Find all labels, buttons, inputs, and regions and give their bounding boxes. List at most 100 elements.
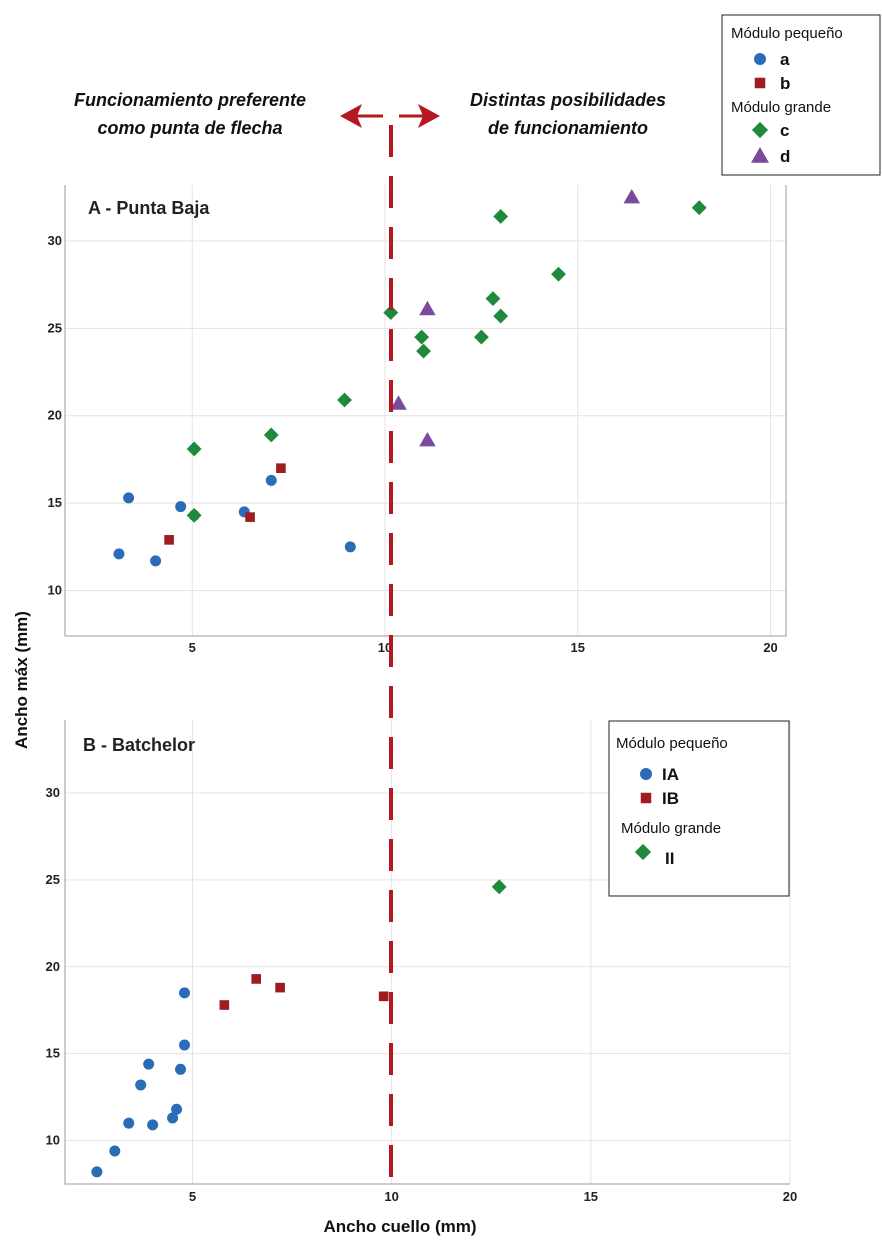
legend-a-group1: Módulo pequeño <box>731 25 843 42</box>
panel-a-point-c <box>473 329 489 345</box>
panel-b-point-ia <box>167 1112 179 1124</box>
annotation-left-line1: Funcionamiento preferente <box>74 90 306 110</box>
panel-a-point-c <box>337 392 352 408</box>
panel-a-point-c <box>186 441 202 457</box>
panel-b-point-ib <box>219 1000 230 1010</box>
legend-b-item-ii <box>634 843 652 861</box>
panel-b-point-ib <box>275 982 285 993</box>
y-axis-title: Ancho máx (mm) <box>12 611 31 749</box>
legend-a-item-b <box>754 77 766 89</box>
panel-b-point-ia <box>175 1063 187 1075</box>
panel-a-point-a <box>113 548 125 560</box>
panel-a-point-c <box>414 329 430 345</box>
panel-a-point-c <box>691 200 707 216</box>
legend-b-label-ib: IB <box>662 789 679 808</box>
panel-b-frame <box>64 720 790 1185</box>
legend-b-group2: Módulo grande <box>621 820 721 837</box>
panel-b-point-ia <box>109 1145 121 1157</box>
legend-a-item-d <box>751 147 769 163</box>
panel-a-x-tick-label: 15 <box>571 640 585 655</box>
panel-b-point-ia <box>179 1039 191 1051</box>
panel-b-title: B - Batchelor <box>83 735 195 755</box>
panel-a-point-a <box>175 501 187 513</box>
panel-a-title: A - Punta Baja <box>88 198 210 218</box>
panel-b-point-ia <box>91 1166 103 1178</box>
legend-b-label-ia: IA <box>662 765 679 784</box>
panel-a-point-a <box>344 541 356 553</box>
panel-b-point-ia <box>135 1079 147 1091</box>
legend-b-item-ia <box>640 768 652 780</box>
panel-a-x-tick-label: 10 <box>378 640 392 655</box>
legend-b-marker-ia <box>640 768 652 780</box>
panel-a-point-c <box>186 507 202 523</box>
panel-a-point-b <box>245 512 255 522</box>
legend-b-item-ib <box>640 792 652 804</box>
legend-a-label-d: d <box>780 147 790 166</box>
annotation-right-line1: Distintas posibilidades <box>470 90 666 110</box>
right-arrow <box>399 104 440 128</box>
panel-b-y-tick-label: 10 <box>46 1133 60 1148</box>
legend-b: Módulo pequeño IA IB Módulo grande II <box>608 720 790 897</box>
panel-a-point-b <box>276 463 286 473</box>
panel-a-frame <box>64 185 787 637</box>
panel-b-x-tick-label: 10 <box>384 1189 398 1204</box>
panel-a-point-d <box>623 188 641 204</box>
legend-a-marker-a <box>754 53 766 65</box>
panel-b-x-tick-label: 15 <box>584 1189 598 1204</box>
panel-b-y-tick-label: 15 <box>46 1046 60 1061</box>
panel-a-y-tick-label: 25 <box>48 320 62 335</box>
legend-a-marker-d <box>751 147 769 163</box>
panel-b-y-tick-label: 25 <box>46 872 60 887</box>
legend-a-box <box>721 14 881 176</box>
legend-a: Módulo pequeño a b Módulo grande c d <box>721 14 881 176</box>
panel-a-y-tick-label: 20 <box>48 408 62 423</box>
legend-a-marker-c <box>751 121 769 139</box>
panel-b-x-tick-label: 20 <box>783 1189 797 1204</box>
panel-b-ticks: 5 10 15 20 10 15 20 25 30 <box>46 785 798 1204</box>
panel-b-y-tick-label: 30 <box>46 785 60 800</box>
panel-a-x-tick-label: 5 <box>189 640 196 655</box>
panel-a-point-c <box>485 291 501 307</box>
panel-a-y-tick-label: 10 <box>48 583 62 598</box>
panel-a-point-c <box>493 209 509 224</box>
legend-b-box <box>608 720 790 897</box>
panel-a-point-d <box>419 300 436 316</box>
legend-b-group1: Módulo pequeño <box>616 735 728 752</box>
panel-a-x-tick-label: 20 <box>763 640 777 655</box>
panel-a-point-a <box>123 492 135 504</box>
legend-b-marker-ib <box>640 792 652 804</box>
panel-b-point-ii <box>491 879 507 895</box>
panel-b-x-tick-label: 5 <box>189 1189 196 1204</box>
panel-a-point-c <box>263 427 279 443</box>
panel-a-point-c <box>493 308 509 324</box>
panel-a-point-c <box>383 305 399 321</box>
panel-a: 5 10 15 20 10 15 20 25 30 A - Punta Baja <box>48 185 787 655</box>
panel-a-point-c <box>551 266 566 282</box>
legend-a-label-b: b <box>780 74 790 93</box>
legend-a-marker-b <box>754 77 766 89</box>
panel-a-y-tick-label: 15 <box>48 495 62 510</box>
panel-a-point-d <box>390 395 407 410</box>
panel-a-point-c <box>416 343 431 359</box>
panel-b-point-ia <box>147 1119 159 1131</box>
legend-a-item-c <box>751 121 769 139</box>
panel-b-point-ib <box>378 991 389 1002</box>
x-axis-title: Ancho cuello (mm) <box>323 1217 476 1236</box>
panel-b-point-ia <box>143 1058 155 1070</box>
annotation-right-line2: de funcionamiento <box>488 118 648 138</box>
legend-b-label-ii: II <box>665 849 674 868</box>
panel-a-point-a <box>150 555 162 567</box>
panel-b-marks <box>91 879 507 1178</box>
panel-b-point-ia <box>179 987 191 999</box>
panel-b-point-ia <box>171 1103 183 1115</box>
annotation-left-line2: como punta de flecha <box>97 118 282 138</box>
legend-a-label-c: c <box>780 121 789 140</box>
panel-a-point-d <box>419 431 436 447</box>
legend-a-label-a: a <box>780 50 790 69</box>
legend-a-group2: Módulo grande <box>731 99 831 116</box>
panel-b-point-ia <box>123 1117 135 1129</box>
panel-a-grid <box>65 185 786 636</box>
legend-b-marker-ii <box>634 843 652 861</box>
panel-a-point-a <box>265 474 277 486</box>
